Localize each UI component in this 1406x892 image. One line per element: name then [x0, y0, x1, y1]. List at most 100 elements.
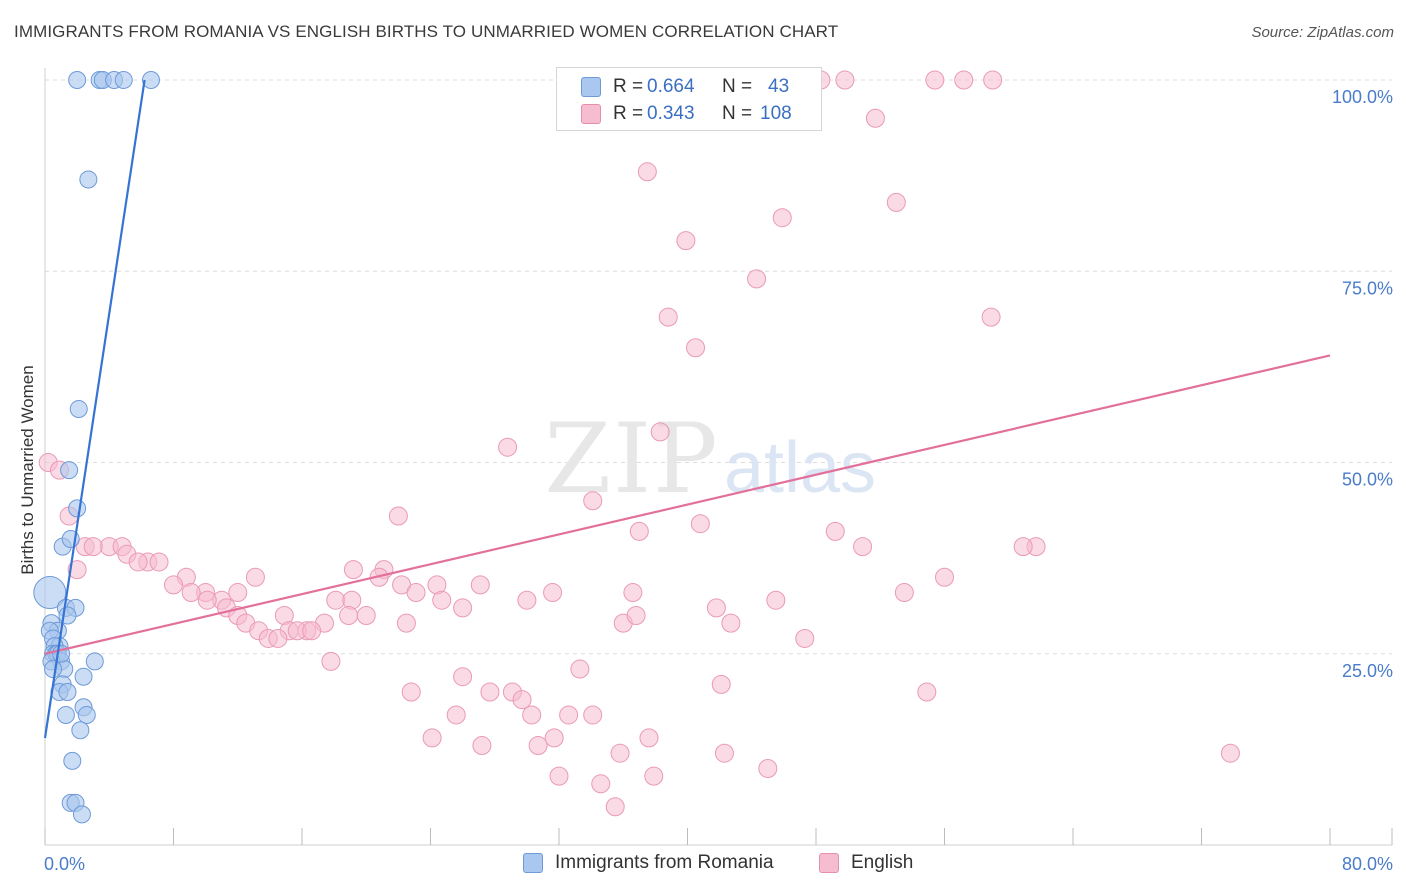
- data-point-english: [356, 606, 376, 625]
- data-point-english: [559, 705, 579, 725]
- data-point-english: [766, 590, 786, 610]
- data-point-english: [835, 70, 855, 90]
- y-tick-label: 50.0%: [1342, 470, 1393, 490]
- data-point-romania: [63, 751, 82, 770]
- x-tick-label: 0.0%: [44, 854, 85, 874]
- data-point-english: [706, 598, 726, 618]
- data-point-english: [650, 422, 670, 442]
- data-point-english: [517, 590, 537, 610]
- data-point-english: [644, 766, 664, 786]
- data-point-english: [480, 682, 500, 702]
- gridlines: [45, 79, 1392, 655]
- data-point-english: [181, 583, 201, 603]
- trend-line-romania: [43, 79, 146, 739]
- data-point-english: [498, 437, 518, 457]
- legend-swatch-romania: [581, 77, 601, 97]
- data-point-romania: [33, 576, 67, 610]
- data-point-romania: [68, 71, 87, 89]
- data-point-english: [853, 537, 873, 557]
- data-point-english: [326, 590, 346, 610]
- data-point-english: [637, 162, 657, 182]
- legend-swatch-english: [581, 104, 601, 124]
- series-english-points: [38, 70, 1240, 817]
- data-point-romania: [72, 805, 91, 824]
- data-point-english: [401, 682, 421, 702]
- data-point-english: [396, 613, 416, 633]
- data-point-romania: [77, 705, 96, 724]
- trend-line-english: [44, 354, 1331, 655]
- data-point-english: [983, 70, 1003, 90]
- chart-title: IMMIGRANTS FROM ROMANIA VS ENGLISH BIRTH…: [14, 22, 839, 41]
- data-point-english: [714, 743, 734, 763]
- source-label: Source: ZipAtlas.com: [1251, 24, 1394, 41]
- data-point-english: [583, 705, 603, 725]
- data-point-english: [83, 537, 103, 557]
- data-point-english: [388, 506, 408, 526]
- data-point-english: [658, 307, 678, 327]
- data-point-romania: [142, 71, 161, 89]
- legend-item-english[interactable]: English: [819, 852, 913, 874]
- data-point-english: [925, 70, 945, 90]
- data-point-english: [453, 667, 473, 687]
- data-point-english: [512, 690, 532, 710]
- data-point-english: [639, 728, 659, 748]
- data-point-english: [981, 307, 1001, 327]
- data-point-romania: [74, 667, 93, 686]
- data-point-english: [686, 338, 706, 358]
- data-point-romania: [85, 652, 104, 671]
- data-point-english: [886, 192, 906, 212]
- data-point-english: [894, 583, 914, 603]
- data-point-english: [128, 552, 148, 572]
- data-point-english: [583, 491, 603, 511]
- data-point-english: [470, 575, 490, 595]
- x-tick-label: 80.0%: [1342, 854, 1393, 874]
- legend-n-value-romania: 43: [768, 76, 790, 97]
- data-point-romania: [58, 683, 77, 701]
- series-romania-points: [33, 71, 161, 824]
- legend-n-label: N =: [722, 103, 753, 124]
- data-point-english: [228, 583, 248, 603]
- data-point-english: [245, 567, 265, 587]
- legend-n-label: N =: [722, 76, 753, 97]
- y-tick-label: 75.0%: [1342, 278, 1393, 298]
- legend-swatch-romania: [523, 853, 543, 873]
- legend-row-romania: R = 0.664 N = 43: [581, 75, 789, 99]
- data-point-english: [935, 567, 954, 587]
- data-point-english: [302, 621, 322, 641]
- watermark: ZIP atlas: [544, 403, 876, 515]
- series-legend: Immigrants from Romania English: [0, 852, 1406, 878]
- data-point-english: [472, 736, 492, 756]
- y-tick-label: 100.0%: [1332, 87, 1393, 107]
- data-point-english: [954, 70, 974, 90]
- data-point-english: [453, 598, 473, 618]
- data-point-english: [342, 590, 362, 610]
- legend-r-label: R =: [613, 76, 644, 97]
- data-point-english: [917, 682, 937, 702]
- legend-item-romania[interactable]: Immigrants from Romania: [523, 852, 774, 874]
- data-point-english: [343, 560, 363, 580]
- data-point-english: [528, 736, 548, 756]
- data-point-english: [626, 606, 646, 625]
- data-point-romania: [79, 170, 98, 189]
- data-point-english: [1013, 537, 1033, 557]
- legend-r-value-english: 0.343: [647, 103, 695, 124]
- data-point-english: [321, 651, 341, 671]
- data-point-english: [772, 208, 792, 228]
- data-point-english: [711, 674, 731, 694]
- data-point-english: [67, 560, 87, 580]
- data-point-english: [825, 521, 845, 541]
- data-point-english: [543, 583, 563, 603]
- data-point-romania: [71, 721, 90, 740]
- data-point-english: [721, 613, 741, 633]
- legend-n-value-english: 108: [760, 103, 792, 124]
- watermark-atlas: atlas: [724, 428, 876, 508]
- legend-row-english: R = 0.343 N = 108: [581, 102, 792, 126]
- data-point-english: [605, 797, 625, 817]
- data-point-english: [422, 728, 442, 748]
- data-point-english: [149, 552, 169, 572]
- data-point-english: [629, 521, 649, 541]
- data-point-english: [591, 774, 611, 794]
- tick-labels: 25.0% 50.0% 75.0% 100.0% 0.0% 80.0%: [44, 87, 1393, 874]
- data-point-english: [406, 583, 426, 603]
